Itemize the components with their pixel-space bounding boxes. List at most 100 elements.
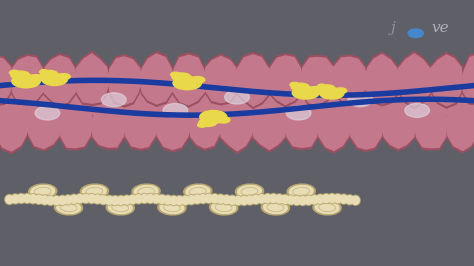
Polygon shape <box>364 55 400 104</box>
Ellipse shape <box>128 194 137 205</box>
Ellipse shape <box>69 194 79 204</box>
Ellipse shape <box>270 194 277 202</box>
Polygon shape <box>26 97 62 148</box>
Polygon shape <box>380 97 414 148</box>
Polygon shape <box>301 57 335 104</box>
Ellipse shape <box>172 73 191 81</box>
Ellipse shape <box>82 194 90 202</box>
Ellipse shape <box>210 194 219 204</box>
Ellipse shape <box>269 193 278 203</box>
Ellipse shape <box>123 196 130 204</box>
Ellipse shape <box>110 196 120 206</box>
FancyBboxPatch shape <box>0 91 474 114</box>
Ellipse shape <box>122 195 131 205</box>
Ellipse shape <box>240 196 248 205</box>
Ellipse shape <box>34 194 44 204</box>
Ellipse shape <box>258 195 265 203</box>
Ellipse shape <box>239 196 249 206</box>
Ellipse shape <box>299 197 307 205</box>
Polygon shape <box>379 95 416 151</box>
Ellipse shape <box>29 75 44 81</box>
Ellipse shape <box>210 200 238 215</box>
Text: j: j <box>391 21 396 35</box>
Polygon shape <box>461 52 474 105</box>
Ellipse shape <box>104 195 114 205</box>
Ellipse shape <box>319 85 335 92</box>
Ellipse shape <box>352 196 359 204</box>
Ellipse shape <box>23 194 31 202</box>
Polygon shape <box>73 52 111 105</box>
Ellipse shape <box>310 196 318 204</box>
Ellipse shape <box>56 202 81 214</box>
Ellipse shape <box>40 195 49 205</box>
Polygon shape <box>74 54 110 103</box>
Ellipse shape <box>87 194 96 204</box>
Polygon shape <box>0 55 14 106</box>
Ellipse shape <box>287 196 295 204</box>
Ellipse shape <box>298 196 308 206</box>
Ellipse shape <box>171 72 180 77</box>
Ellipse shape <box>222 195 231 205</box>
Ellipse shape <box>141 194 148 202</box>
Polygon shape <box>11 57 46 103</box>
Ellipse shape <box>64 196 72 204</box>
Ellipse shape <box>289 185 313 197</box>
Ellipse shape <box>46 195 55 205</box>
Ellipse shape <box>187 195 196 205</box>
Ellipse shape <box>234 196 243 206</box>
Ellipse shape <box>41 196 48 204</box>
Ellipse shape <box>140 193 149 203</box>
Polygon shape <box>428 55 463 106</box>
Ellipse shape <box>9 70 19 75</box>
Ellipse shape <box>290 82 299 87</box>
Ellipse shape <box>181 195 190 205</box>
Ellipse shape <box>57 195 67 205</box>
Ellipse shape <box>188 196 195 204</box>
Ellipse shape <box>135 195 142 203</box>
Ellipse shape <box>335 88 346 94</box>
Ellipse shape <box>321 194 331 204</box>
Ellipse shape <box>228 196 236 204</box>
Ellipse shape <box>246 196 254 204</box>
Ellipse shape <box>191 77 205 83</box>
Ellipse shape <box>319 88 344 99</box>
Ellipse shape <box>198 123 207 127</box>
Ellipse shape <box>111 197 119 205</box>
Ellipse shape <box>333 194 343 204</box>
Polygon shape <box>347 93 383 152</box>
Ellipse shape <box>164 196 172 204</box>
Ellipse shape <box>182 196 189 204</box>
Polygon shape <box>395 51 433 109</box>
Ellipse shape <box>211 194 219 203</box>
Ellipse shape <box>313 200 341 215</box>
Ellipse shape <box>134 194 143 204</box>
Polygon shape <box>0 57 13 103</box>
Ellipse shape <box>64 195 73 205</box>
Ellipse shape <box>58 196 66 204</box>
Ellipse shape <box>204 193 214 203</box>
Ellipse shape <box>134 185 158 197</box>
Polygon shape <box>446 95 474 150</box>
Polygon shape <box>331 57 367 103</box>
Polygon shape <box>396 54 432 106</box>
Polygon shape <box>348 96 382 149</box>
Ellipse shape <box>57 74 70 80</box>
Ellipse shape <box>55 200 82 215</box>
Ellipse shape <box>52 196 61 206</box>
Polygon shape <box>234 52 273 109</box>
Polygon shape <box>318 97 352 150</box>
Polygon shape <box>362 52 401 106</box>
Ellipse shape <box>281 194 290 205</box>
Ellipse shape <box>82 185 106 197</box>
Ellipse shape <box>17 193 26 203</box>
Ellipse shape <box>348 93 373 107</box>
Ellipse shape <box>199 118 217 126</box>
Ellipse shape <box>251 194 261 205</box>
Ellipse shape <box>322 194 330 203</box>
Ellipse shape <box>309 86 322 93</box>
Ellipse shape <box>264 202 287 214</box>
Ellipse shape <box>176 197 183 205</box>
Ellipse shape <box>310 195 319 205</box>
Ellipse shape <box>328 193 337 203</box>
Ellipse shape <box>192 194 202 204</box>
